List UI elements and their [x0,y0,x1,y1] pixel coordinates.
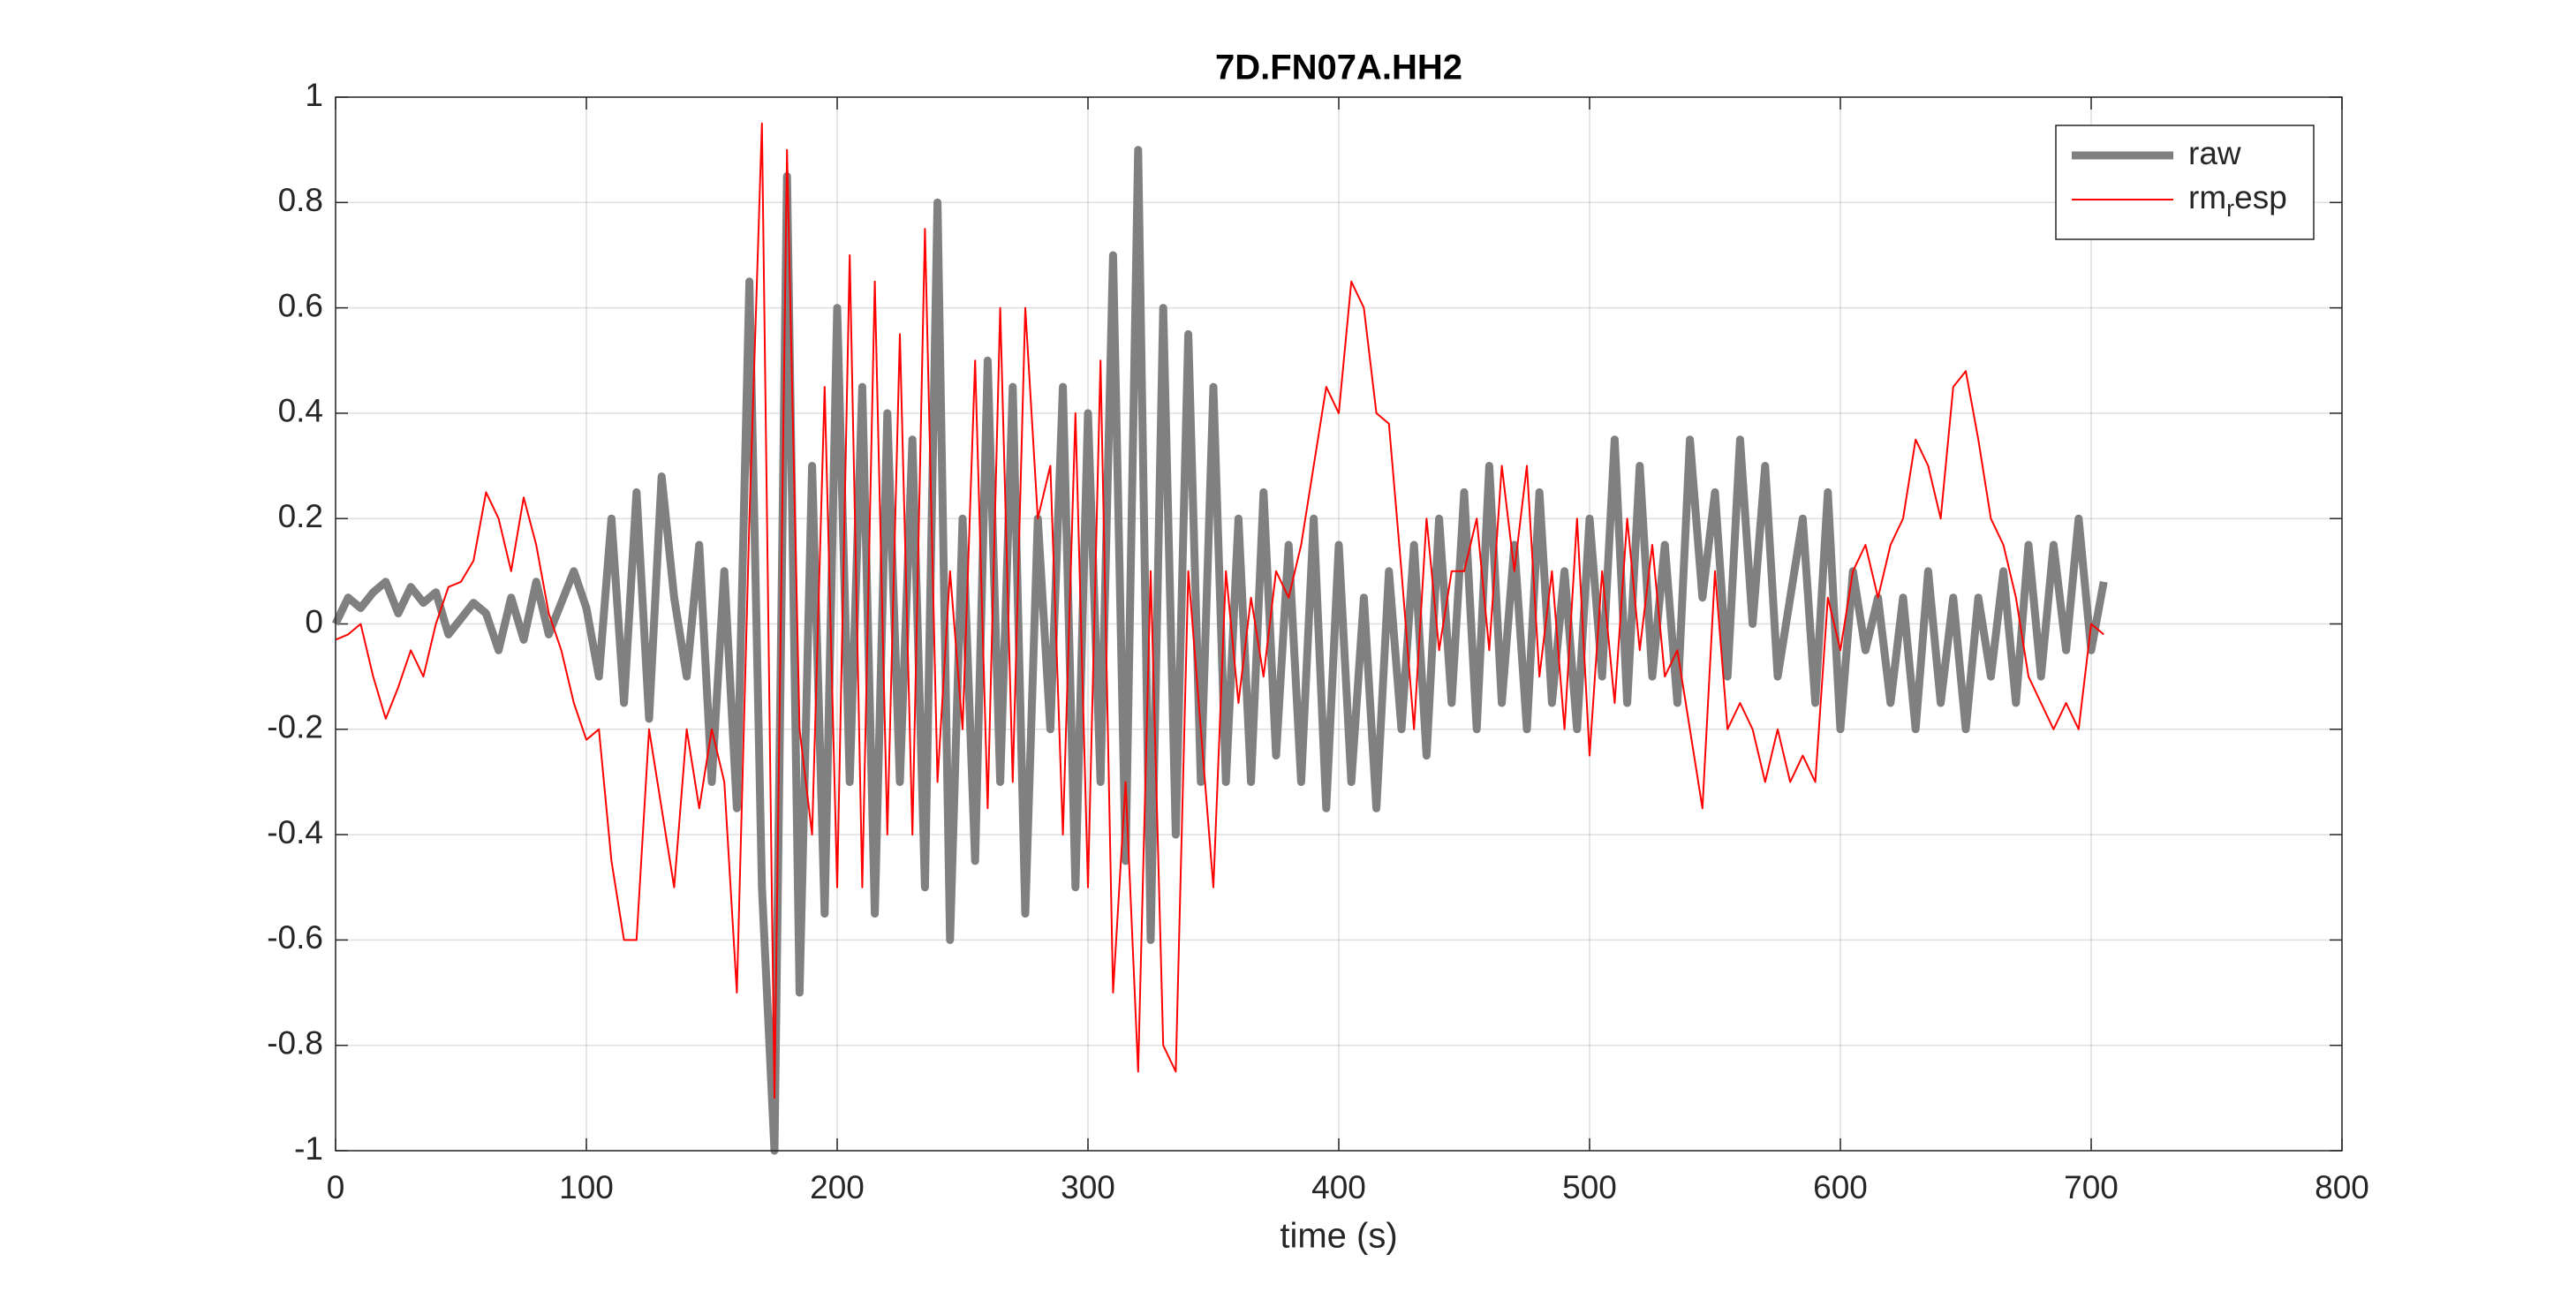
x-tick-label: 400 [1311,1169,1366,1205]
series-line [335,122,2104,1099]
chart-title: 7D.FN07A.HH2 [1215,49,1462,87]
x-tick-label: 500 [1562,1169,1617,1205]
series-line [331,146,2108,1155]
x-tick-label: 0 [327,1169,345,1205]
y-tick-label: 0.8 [278,182,323,218]
x-tick-label: 300 [1061,1169,1115,1205]
y-tick-label: 0.6 [278,287,323,323]
x-tick-label: 600 [1813,1169,1868,1205]
x-tick-label: 100 [559,1169,614,1205]
legend-label: rmresp [2188,179,2287,222]
x-tick-label: 200 [810,1169,865,1205]
y-tick-label: -0.6 [267,919,323,956]
legend-box [2055,125,2315,240]
y-tick-label: 1 [305,77,323,113]
x-tick-label: 700 [2064,1169,2119,1205]
axes-box [335,96,2343,1152]
x-tick-label: 800 [2315,1169,2369,1205]
y-tick-label: -0.4 [267,814,323,850]
x-axis-label: time (s) [1280,1217,1397,1256]
y-tick-label: 0.2 [278,498,323,534]
y-tick-label: -0.8 [267,1024,323,1061]
y-tick-label: 0.4 [278,393,323,429]
y-tick-label: -1 [294,1130,323,1167]
legend-label: raw [2188,135,2241,171]
y-tick-label: 0 [305,603,323,639]
y-tick-label: -0.2 [267,709,323,745]
